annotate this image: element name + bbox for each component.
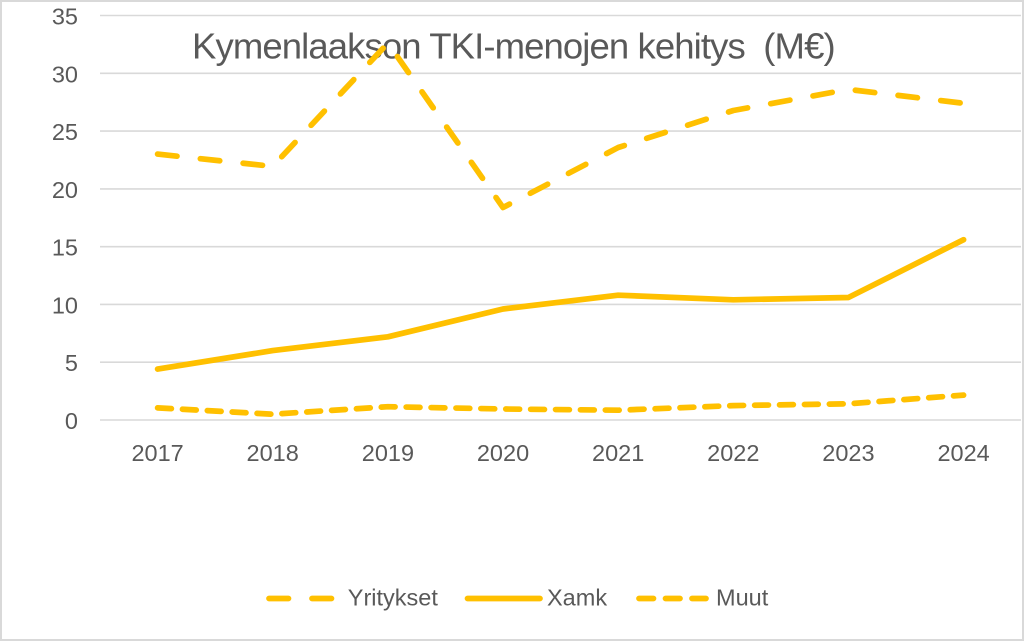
- svg-text:35: 35: [52, 4, 78, 30]
- svg-text:2022: 2022: [707, 440, 759, 466]
- svg-text:5: 5: [65, 350, 78, 376]
- svg-text:30: 30: [52, 61, 78, 87]
- svg-text:0: 0: [65, 408, 78, 434]
- svg-text:2021: 2021: [592, 440, 644, 466]
- svg-text:15: 15: [52, 235, 78, 261]
- svg-text:Yritykset: Yritykset: [348, 584, 439, 610]
- svg-text:25: 25: [52, 119, 78, 145]
- svg-text:2024: 2024: [937, 440, 989, 466]
- svg-text:Muut: Muut: [716, 584, 769, 610]
- svg-text:2019: 2019: [362, 440, 414, 466]
- svg-text:2023: 2023: [822, 440, 874, 466]
- svg-text:2018: 2018: [247, 440, 299, 466]
- svg-text:Xamk: Xamk: [547, 584, 607, 610]
- svg-text:20: 20: [52, 177, 78, 203]
- svg-text:2020: 2020: [477, 440, 529, 466]
- svg-text:10: 10: [52, 292, 78, 318]
- svg-text:Kymenlaakson TKI-menojen kehit: Kymenlaakson TKI-menojen kehitys (M€): [192, 26, 835, 67]
- svg-text:2017: 2017: [131, 440, 183, 466]
